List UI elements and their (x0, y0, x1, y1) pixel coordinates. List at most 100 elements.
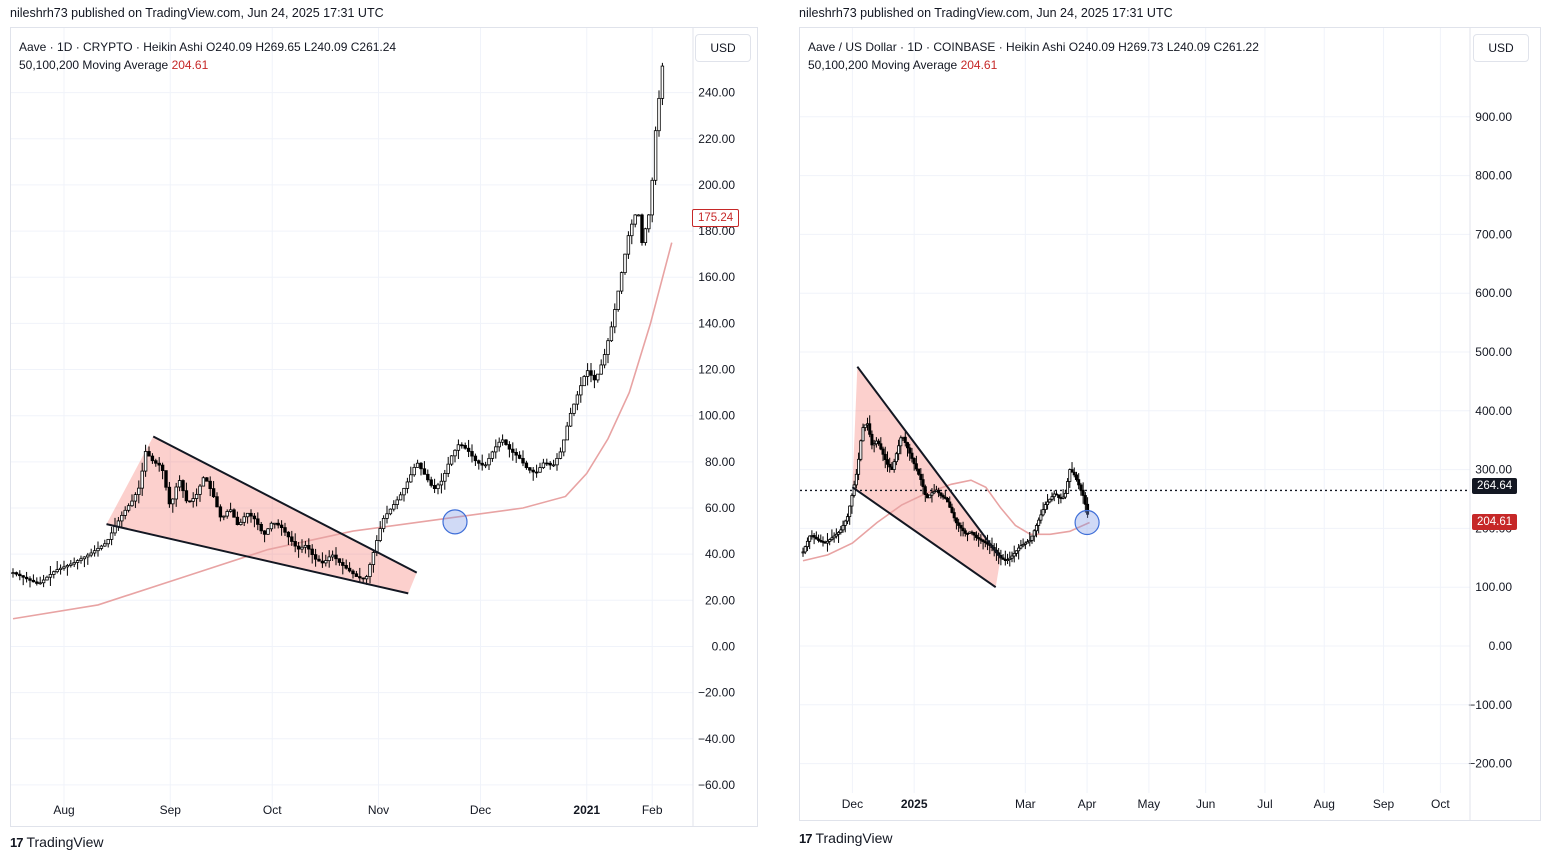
candle-body (82, 556, 87, 560)
candle-body (1028, 540, 1032, 543)
candle-body (1081, 489, 1085, 496)
candle-body (262, 530, 267, 535)
candle-body (300, 546, 304, 550)
candle-body (817, 538, 821, 541)
candle-body (259, 523, 263, 532)
candle-body (879, 443, 883, 450)
y-tick-label: 500.00 (1475, 345, 1512, 359)
candle-body (1050, 496, 1054, 500)
candle-body (324, 560, 328, 564)
tradingview-logo-icon: 17 (10, 834, 24, 850)
candle-body (1043, 504, 1047, 510)
candle-body (79, 558, 83, 562)
candle-body (504, 439, 508, 445)
candle-body (269, 522, 274, 530)
candle-body (977, 537, 981, 540)
candle-body (1012, 552, 1016, 557)
candle-body (191, 498, 195, 502)
candle-body (801, 551, 805, 554)
candle-body (946, 498, 950, 503)
candle-body (395, 499, 399, 505)
candle-body (845, 516, 849, 522)
right-legend-ma: 50,100,200 Moving Average 204.61 (808, 56, 1259, 74)
candle-body (841, 525, 845, 531)
y-tick-label: 100.00 (698, 409, 735, 423)
candle-body (579, 385, 583, 396)
x-tick-label: Feb (642, 803, 663, 817)
candle-body (487, 457, 491, 466)
candle-body (558, 451, 563, 459)
candle-body (932, 491, 936, 494)
candle-body (568, 412, 573, 427)
candle-body (602, 354, 607, 366)
candle-body (334, 554, 338, 560)
left-chart-svg[interactable]: 240.00 220.00 200.00 180.00 160.00 140.00 120.… (11, 28, 757, 826)
candle-body (941, 495, 945, 498)
candle-body (232, 509, 236, 518)
candle-body (643, 228, 648, 244)
candle-body (500, 439, 505, 443)
candle-body (888, 463, 892, 468)
y-tick-label: 0.00 (712, 639, 736, 653)
candle-body (256, 518, 260, 525)
candle-body (113, 526, 117, 534)
candle-body (225, 511, 229, 517)
candle-body (31, 579, 36, 583)
candle-body (948, 501, 952, 508)
y-tick-label: 0.00 (1489, 639, 1513, 653)
candle-body (609, 326, 614, 342)
candle-body (1034, 525, 1038, 532)
candle-body (626, 235, 631, 255)
y-tick-label: −200.00 (1468, 757, 1512, 771)
candle-body (194, 493, 199, 499)
candle-body (545, 462, 549, 465)
candle-body (106, 538, 110, 545)
candle-body (116, 520, 121, 527)
candle-body (409, 474, 413, 483)
x-tick-label: Dec (842, 797, 863, 811)
candle-body (921, 479, 925, 488)
right-chart-svg[interactable]: 900.00 800.00 700.00 600.00 500.00 400.00 300.… (800, 28, 1540, 820)
candle-body (575, 394, 580, 405)
candle-body (228, 509, 233, 512)
x-tick-label: May (1138, 797, 1161, 811)
candle-body (28, 578, 32, 581)
candle-body (279, 524, 284, 529)
x-tick-label: Oct (1431, 797, 1450, 811)
moving-average-line (12, 242, 673, 620)
x-tick-label: Apr (1078, 797, 1097, 811)
left-currency-button[interactable]: USD (695, 34, 751, 62)
candle-body (892, 461, 896, 470)
right-chart-panel[interactable]: 900.00 800.00 700.00 600.00 500.00 400.00 300.… (799, 27, 1541, 821)
y-tick-label: 220.00 (698, 132, 735, 146)
left-chart-panel[interactable]: 240.00 220.00 200.00 180.00 160.00 140.00 120.… (10, 27, 758, 827)
candle-body (1021, 544, 1025, 547)
candle-body (35, 581, 39, 584)
candle-body (436, 484, 440, 490)
candle-body (905, 442, 909, 449)
x-tick-label: 2021 (573, 803, 600, 817)
candle-body (939, 492, 943, 496)
candle-body (857, 458, 861, 475)
candle-body (109, 532, 114, 540)
candle-body (218, 506, 223, 518)
x-tick-label: Jul (1257, 797, 1272, 811)
left-chart-legend: Aave · 1D · CRYPTO · Heikin Ashi O240.09… (19, 38, 396, 74)
candle-body (885, 459, 889, 465)
candle-body (1030, 535, 1034, 541)
candle-body (184, 490, 189, 502)
right-currency-button[interactable]: USD (1473, 34, 1529, 62)
wedge-upper-trendline (152, 435, 418, 574)
candle-body (1039, 514, 1043, 521)
candle-body (640, 214, 644, 244)
candle-body (606, 340, 610, 355)
y-tick-label: 300.00 (1475, 463, 1512, 477)
candle-body (470, 451, 474, 457)
y-tick-label: 100.00 (1475, 580, 1512, 594)
candle-body (1079, 484, 1083, 491)
candle-body (521, 457, 525, 464)
candle-body (449, 455, 454, 465)
candle-body (596, 373, 600, 381)
candle-body (344, 565, 348, 569)
candle-body (825, 540, 829, 544)
